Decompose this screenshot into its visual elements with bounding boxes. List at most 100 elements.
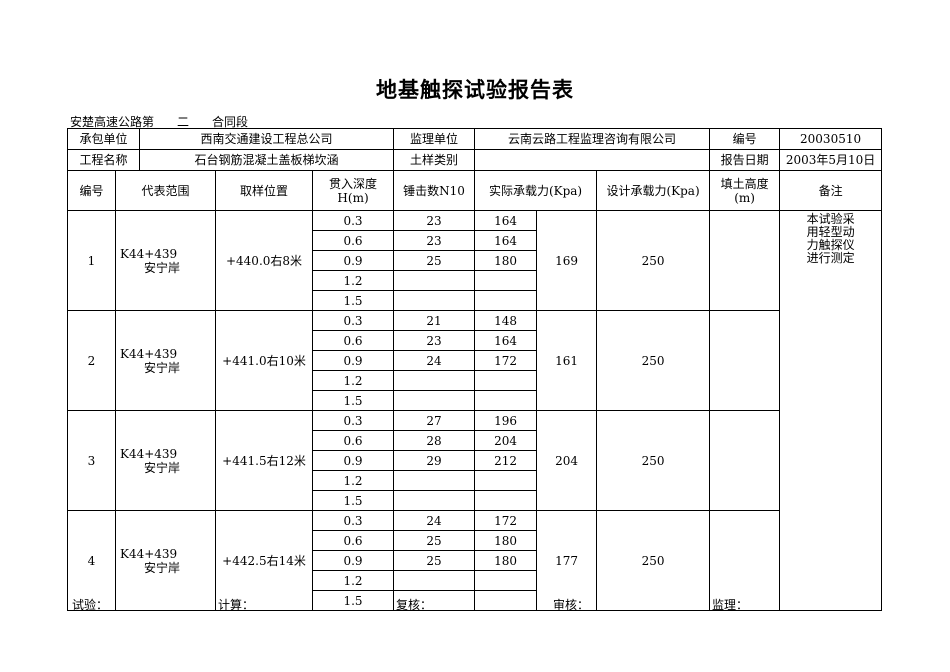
design-bearing: 250	[596, 410, 711, 511]
note-cell: 本试验采用轻型动力触探仪进行测定	[779, 210, 883, 611]
footer-test: 试验：	[72, 598, 109, 612]
bearing-value	[474, 470, 538, 491]
sample-position: +442.5右14米	[215, 510, 314, 611]
range-side: 安宁岸	[144, 260, 181, 275]
fill-height	[709, 310, 781, 411]
bearing-value: 164	[474, 330, 538, 351]
page-title: 地基触探试验报告表	[376, 77, 574, 102]
depth-value: 0.6	[312, 430, 395, 451]
depth-value: 0.3	[312, 210, 395, 231]
range-cell: K44+439 安宁岸	[114, 510, 217, 611]
bearing-value: 196	[474, 410, 538, 431]
bearing-value	[474, 570, 538, 591]
bearing-value	[474, 290, 538, 311]
bearing-value: 180	[474, 550, 538, 571]
depth-value: 0.9	[312, 450, 395, 471]
table-row: 1 K44+439 安宁岸 +440.0右8米 0.3 23 164 169 250 本试验采用轻…	[67, 210, 883, 611]
blow-count: 25	[393, 530, 476, 551]
number-value: 20030510	[779, 128, 883, 150]
col-fill-label: 填土高度(m)	[720, 176, 769, 205]
bearing-value: 164	[474, 210, 538, 231]
section-prefix: 安楚高速公路第	[70, 115, 155, 129]
bearing-value: 148	[474, 310, 538, 331]
blow-count	[393, 470, 476, 491]
depth-value: 1.2	[312, 270, 395, 291]
soil-label: 土样类别	[393, 149, 476, 171]
blow-count: 25	[393, 550, 476, 571]
footer-audit: 审核：	[553, 598, 590, 612]
table-row: 0.9 25 180	[68, 550, 882, 571]
supervisor-value: 云南云路工程监理咨询有限公司	[474, 128, 711, 150]
bearing-value	[474, 490, 538, 511]
actual-bearing: 161	[536, 310, 598, 411]
blow-count: 25	[393, 250, 476, 271]
blow-count: 27	[393, 410, 476, 431]
range-side: 安宁岸	[144, 560, 181, 575]
design-bearing: 250	[596, 310, 711, 411]
project-value: 石台钢筋混凝土盖板梯坎涵	[139, 149, 395, 171]
fill-height	[709, 410, 781, 511]
blow-count	[393, 490, 476, 511]
table-row: 0.6 23 164	[68, 230, 882, 251]
footer-calc: 计算：	[218, 598, 255, 612]
table-row: 2 K44+439 安宁岸 +441.0右10米 0.3 21 148 161 250	[67, 310, 882, 411]
design-bearing: 250	[596, 210, 711, 311]
bearing-value: 180	[474, 530, 538, 551]
depth-value: 0.6	[312, 230, 395, 251]
bearing-value: 180	[474, 250, 538, 271]
depth-value: 1.2	[312, 470, 395, 491]
col-depth-label: 贯入深度H(m)	[329, 176, 378, 205]
depth-value: 0.9	[312, 350, 395, 371]
report-table: 承包单位 西南交通建设工程总公司 监理单位 云南云路工程监理咨询有限公司 编号 …	[66, 128, 883, 611]
table-row: 4 K44+439 安宁岸 +442.5右14米 0.3 24 172 177 250	[67, 510, 882, 611]
header-row-2: 工程名称 石台钢筋混凝土盖板梯坎涵 土样类别 报告日期 2003年5月10日	[66, 149, 883, 171]
column-header-row: 编号 代表范围 取样位置 贯入深度H(m) 锤击数N10 实际承载力(Kpa) …	[67, 170, 883, 211]
supervisor-label: 监理单位	[393, 128, 476, 150]
bearing-value: 212	[474, 450, 538, 471]
sample-position: +441.5右12米	[215, 410, 314, 511]
depth-value: 1.5	[312, 290, 395, 311]
soil-value	[474, 149, 711, 171]
bearing-value: 172	[474, 350, 538, 371]
header-row-1: 承包单位 西南交通建设工程总公司 监理单位 云南云路工程监理咨询有限公司 编号 …	[66, 128, 883, 150]
depth-value: 0.9	[312, 250, 395, 271]
contractor-label: 承包单位	[66, 128, 141, 150]
range-station: K44+439	[120, 246, 178, 261]
table-row: 3 K44+439 安宁岸 +441.5右12米 0.3 27 196 204 250	[67, 410, 882, 511]
point-number: 2	[67, 310, 116, 411]
point-number: 3	[67, 410, 116, 511]
depth-value: 0.3	[312, 310, 395, 331]
bearing-value	[474, 390, 538, 411]
blow-count	[393, 270, 476, 291]
blow-count	[393, 390, 476, 411]
depth-value: 0.6	[312, 330, 395, 351]
actual-bearing: 169	[536, 210, 598, 311]
depth-value: 1.2	[312, 370, 395, 391]
range-station: K44+439	[120, 346, 178, 361]
blow-count: 28	[393, 430, 476, 451]
bearing-value: 172	[474, 510, 538, 531]
col-blows: 锤击数N10	[393, 170, 476, 211]
fill-height	[709, 510, 781, 611]
col-fill: 填土高度(m)	[709, 170, 781, 211]
note-text: 本试验采用轻型动力触探仪进行测定	[806, 212, 855, 265]
date-value: 2003年5月10日	[779, 149, 883, 171]
blow-count: 23	[393, 230, 476, 251]
sample-position: +441.0右10米	[215, 310, 314, 411]
blow-count	[393, 290, 476, 311]
depth-value: 0.6	[312, 530, 395, 551]
bearing-value: 204	[474, 430, 538, 451]
col-actual: 实际承载力(Kpa)	[474, 170, 598, 211]
range-station: K44+439	[120, 546, 178, 561]
blow-count	[393, 370, 476, 391]
depth-value: 1.5	[312, 390, 395, 411]
blow-count: 24	[393, 510, 476, 531]
bearing-value: 164	[474, 230, 538, 251]
point-number: 1	[67, 210, 116, 311]
col-design: 设计承载力(Kpa)	[596, 170, 711, 211]
table-row: 0.6 25 180	[68, 530, 882, 551]
range-cell: K44+439 安宁岸	[114, 310, 217, 411]
blow-count: 23	[393, 330, 476, 351]
section-suffix: 合同段	[212, 115, 249, 129]
depth-value: 1.2	[312, 570, 395, 591]
